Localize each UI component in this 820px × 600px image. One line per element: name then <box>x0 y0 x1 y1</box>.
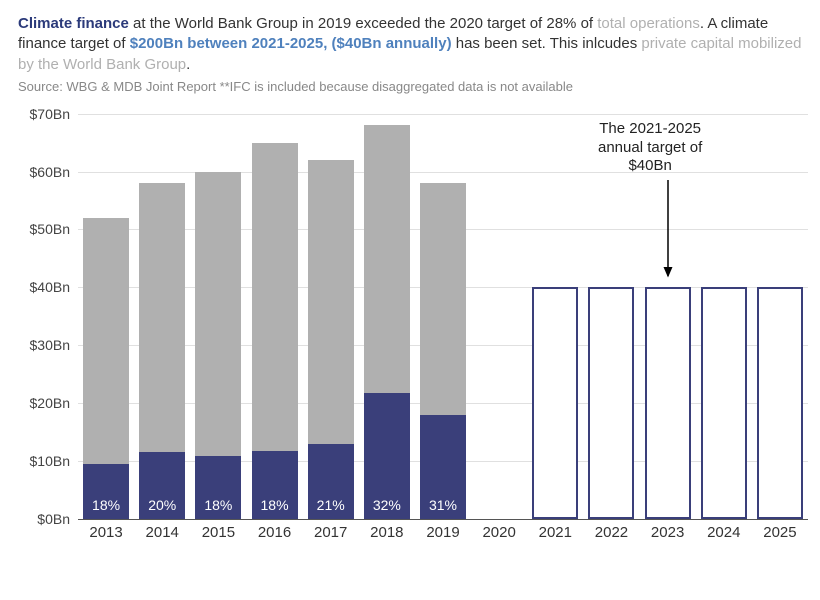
y-tick-label: $0Bn <box>37 511 78 527</box>
percent-label: 18% <box>83 497 129 513</box>
percent-label: 32% <box>364 497 410 513</box>
chart-title: Climate finance at the World Bank Group … <box>18 14 802 75</box>
title-seg-2: at the World Bank Group in 2019 exceeded… <box>129 15 597 32</box>
plot-area: $0Bn$10Bn$20Bn$30Bn$40Bn$50Bn$60Bn$70Bn … <box>78 114 808 519</box>
title-seg-8: . <box>186 56 190 73</box>
y-tick-label: $20Bn <box>30 395 78 411</box>
percent-label: 21% <box>308 497 354 513</box>
y-tick-label: $50Bn <box>30 221 78 237</box>
x-tick-label: 2019 <box>426 524 459 541</box>
percent-label: 20% <box>139 497 185 513</box>
target-annotation-line2: annual target of <box>598 139 702 158</box>
x-tick-label: 2022 <box>595 524 628 541</box>
x-tick-label: 2018 <box>370 524 403 541</box>
y-tick-label: $30Bn <box>30 337 78 353</box>
percent-label: 18% <box>252 497 298 513</box>
target-annotation: The 2021-2025 annual target of $40Bn <box>598 120 702 176</box>
x-tick-label: 2020 <box>482 524 515 541</box>
x-tick-label: 2024 <box>707 524 740 541</box>
source-line: Source: WBG & MDB Joint Report **IFC is … <box>18 79 802 94</box>
target-annotation-line3: $40Bn <box>598 157 702 176</box>
title-seg-6: has been set. This inlcudes <box>452 35 642 52</box>
x-tick-label: 2023 <box>651 524 684 541</box>
target-bar <box>757 287 803 518</box>
percent-label: 18% <box>195 497 241 513</box>
chart: $0Bn$10Bn$20Bn$30Bn$40Bn$50Bn$60Bn$70Bn … <box>78 114 808 554</box>
target-bar <box>645 287 691 518</box>
x-tick-label: 2014 <box>146 524 179 541</box>
y-tick-label: $60Bn <box>30 164 78 180</box>
x-tick-label: 2021 <box>539 524 572 541</box>
y-tick-label: $10Bn <box>30 453 78 469</box>
percent-label: 31% <box>420 497 466 513</box>
target-bar <box>532 287 578 518</box>
target-annotation-line1: The 2021-2025 <box>598 120 702 139</box>
x-tick-label: 2025 <box>763 524 796 541</box>
x-axis-line <box>78 519 808 520</box>
target-bar <box>588 287 634 518</box>
y-tick-label: $70Bn <box>30 106 78 122</box>
title-seg-total-operations: total operations <box>597 15 700 32</box>
x-axis-labels: 2013 2014 2015 2016 2017 2018 2019 2020 2021 2022… <box>78 524 808 550</box>
x-tick-label: 2017 <box>314 524 347 541</box>
x-tick-label: 2015 <box>202 524 235 541</box>
x-tick-label: 2016 <box>258 524 291 541</box>
title-seg-target: $200Bn between 2021-2025, ($40Bn annuall… <box>130 35 452 52</box>
y-tick-label: $40Bn <box>30 279 78 295</box>
x-tick-label: 2013 <box>89 524 122 541</box>
target-bar <box>701 287 747 518</box>
title-seg-climate-finance: Climate finance <box>18 15 129 32</box>
